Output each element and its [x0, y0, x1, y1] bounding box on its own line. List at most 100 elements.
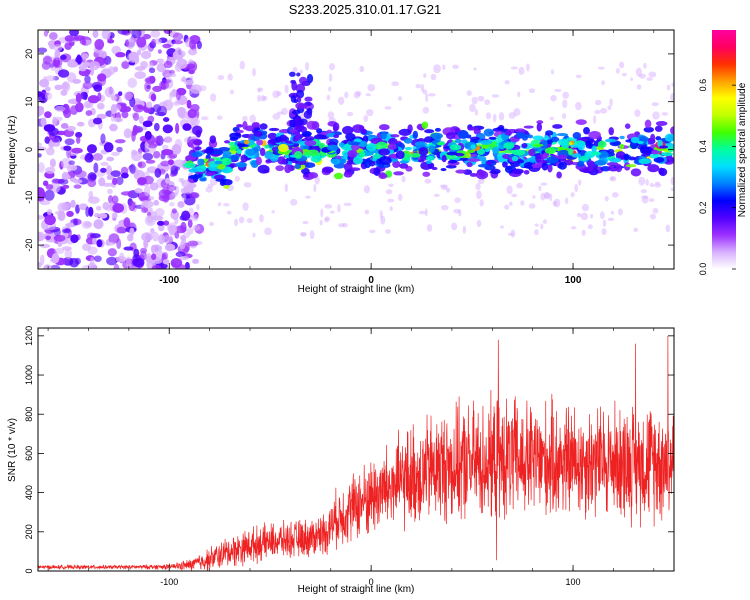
spectrogram-cell [393, 171, 404, 176]
spectrogram-cell [127, 52, 139, 63]
spectrogram-cell [630, 77, 634, 81]
spectrogram-cell [591, 151, 601, 156]
spectrogram-cell [299, 232, 307, 237]
spectrogram-cell [107, 39, 115, 44]
spectrogram-cell [121, 61, 130, 69]
spectrogram-cell [97, 92, 102, 102]
spectrogram-cell [474, 109, 479, 116]
spectrogram-cell [44, 189, 55, 201]
spectrogram-cell [319, 219, 323, 226]
spectrogram-cell [628, 156, 636, 161]
spectrogram-cell [125, 256, 132, 268]
spectrogram-cell [210, 93, 217, 102]
spectrogram-cell [39, 243, 51, 249]
spectrogram-cell [66, 72, 77, 83]
spectrogram-cell [100, 133, 106, 144]
spectrogram-cell [430, 132, 443, 140]
spectrogram-cell [112, 103, 122, 111]
spectrogram-cell [157, 49, 162, 54]
spectrogram-cell [163, 234, 174, 245]
spectrogram-cell [556, 171, 562, 179]
spectrogram-cell [117, 30, 129, 35]
spectrogram-cell [649, 182, 655, 188]
spectrogram-cell [496, 126, 504, 130]
spectrogram-cell [272, 90, 280, 99]
spectrogram-cell [111, 195, 119, 205]
spectrogram-cell [643, 126, 655, 133]
spectrogram-cell [296, 72, 301, 77]
spectrogram-cell [136, 36, 147, 48]
spectrogram-cell [70, 164, 78, 171]
spectrogram-cell [59, 54, 67, 60]
spectrogram-cell [649, 153, 659, 159]
spectrogram-cell [188, 207, 194, 215]
spectrogram-cell [38, 47, 48, 54]
spectrogram-cell [162, 117, 170, 122]
spectrogram-cell [87, 95, 100, 104]
spectrogram-cell [387, 198, 395, 203]
spectrogram-cell [262, 95, 268, 101]
spectrogram-cell [180, 177, 185, 185]
spectrogram-cell [513, 108, 521, 117]
spectrogram-cell [81, 53, 89, 60]
spectrogram-cell [650, 133, 656, 143]
spectrogram-cell [117, 91, 123, 97]
spectrogram-cell [436, 141, 446, 146]
spectrogram-cell [142, 175, 154, 185]
snr-x-ticks: -100 0 100 [47, 328, 655, 587]
spectrogram-cell [197, 158, 205, 166]
spectrogram-cell [373, 167, 381, 177]
spectrogram-cell [526, 63, 530, 72]
spectrogram-cell [445, 164, 457, 169]
spectrogram-cell [229, 89, 235, 95]
spectrogram-cell [369, 229, 376, 234]
spectrogram-cell [657, 139, 663, 148]
spectrogram-cell [93, 255, 102, 262]
spectrogram-cell [88, 206, 94, 217]
spectrogram-cell [174, 138, 183, 150]
spectrogram-cell [45, 147, 55, 156]
spectrogram-cell [116, 238, 122, 250]
spectrogram-cell [451, 222, 458, 231]
spectrogram-cell [670, 187, 674, 192]
spectrogram-cell [148, 143, 158, 149]
spectrogram-cell [591, 145, 597, 153]
spectrogram-cell [216, 115, 223, 120]
spectrogram-cell [462, 225, 467, 234]
spectrogram-cell [102, 202, 110, 210]
spectrogram-cell [64, 138, 75, 146]
spectrogram-cell [246, 218, 253, 224]
spectrogram-cell [71, 147, 83, 154]
spectrogram-cell [199, 178, 207, 182]
spectrogram-cell [417, 159, 425, 163]
spectrogram-cell [384, 106, 392, 110]
spectrogram-cell [74, 170, 87, 178]
spectrogram-cell [200, 116, 209, 121]
spectrogram-cell [322, 166, 334, 174]
spectrogram-cell [366, 143, 377, 152]
spectrogram-cell [625, 164, 637, 168]
spectrogram-cell [666, 84, 671, 91]
spectrogram-cell [224, 140, 231, 144]
spectrogram-cell [109, 123, 118, 132]
spectrogram-cell [81, 220, 92, 229]
spectrogram-cell [546, 156, 559, 164]
spectrogram-cell [54, 116, 63, 122]
spectrogram-cell [100, 161, 109, 166]
spectrogram-cell [97, 73, 107, 82]
spectrogram-cell [566, 137, 575, 142]
x-tick-label: 100 [565, 275, 582, 286]
spectrogram-cell [230, 154, 239, 161]
spectrogram-cell [105, 165, 112, 176]
spectrogram-cell [153, 257, 163, 264]
spectrogram-cell [378, 124, 390, 131]
spectrogram-cell [469, 173, 478, 177]
spectrogram-cell [253, 130, 264, 137]
spectrogram-cell [94, 213, 101, 218]
spectrogram-cell [156, 58, 165, 64]
spectrogram-cell [123, 246, 134, 251]
spectrogram-cell [146, 252, 151, 261]
spectrogram-cell [44, 214, 56, 226]
spectrogram-cell [634, 109, 641, 117]
spectrogram-cell [132, 257, 145, 268]
